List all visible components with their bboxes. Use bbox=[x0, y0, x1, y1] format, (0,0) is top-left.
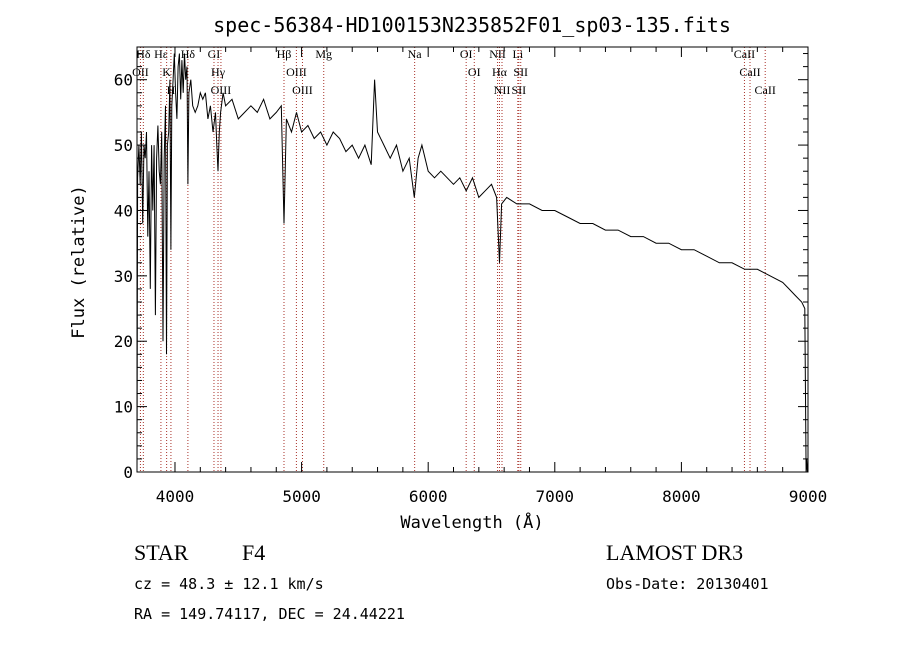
marker-label: H bbox=[167, 83, 176, 97]
coordinates: RA = 149.74117, DEC = 24.44221 bbox=[134, 605, 405, 623]
emission-line-labels: Hδ OII Hε KH Hδ GI Hγ OIII Hβ OIII OIII Mg Na OI OI NII… bbox=[132, 47, 776, 97]
marker-label: Hγ bbox=[211, 65, 226, 79]
x-tick-label: 5000 bbox=[282, 487, 321, 506]
marker-label: OIII bbox=[286, 65, 307, 79]
emission-line-markers bbox=[139, 47, 766, 472]
marker-label: Hε bbox=[154, 47, 168, 61]
marker-label: OII bbox=[132, 65, 149, 79]
y-tick-label: 40 bbox=[114, 201, 133, 220]
marker-label: SII bbox=[513, 65, 528, 79]
marker-label: Mg bbox=[315, 47, 332, 61]
marker-label: OIII bbox=[211, 83, 232, 97]
x-tick-label: 8000 bbox=[662, 487, 701, 506]
observation-date: Obs-Date: 20130401 bbox=[606, 575, 769, 593]
chart-title: spec-56384-HD100153N235852F01_sp03-135.f… bbox=[213, 13, 731, 37]
marker-label: NII bbox=[489, 47, 506, 61]
marker-label: NII bbox=[494, 83, 511, 97]
marker-label: Hβ bbox=[277, 47, 292, 61]
x-tick-label: 7000 bbox=[536, 487, 575, 506]
x-axis: 4000 5000 6000 7000 8000 9000 bbox=[156, 47, 828, 506]
y-axis-label: Flux (relative) bbox=[69, 185, 89, 339]
survey-name: LAMOST DR3 bbox=[606, 540, 744, 565]
y-tick-label: 0 bbox=[123, 463, 133, 482]
spectrum-line bbox=[136, 53, 808, 473]
marker-label: Hδ bbox=[181, 47, 196, 61]
y-axis: 0 10 20 30 40 50 60 bbox=[114, 53, 808, 482]
object-class: STAR bbox=[134, 540, 189, 565]
marker-label: OIII bbox=[292, 83, 313, 97]
object-subclass: F4 bbox=[242, 540, 266, 565]
plot-frame bbox=[136, 46, 809, 473]
marker-label: SII bbox=[512, 83, 527, 97]
marker-label: Hδ bbox=[136, 47, 151, 61]
marker-label: Na bbox=[408, 47, 423, 61]
y-tick-label: 10 bbox=[114, 398, 133, 417]
redshift-value: cz = 48.3 ± 12.1 km/s bbox=[134, 575, 324, 593]
marker-label: K bbox=[162, 65, 171, 79]
y-tick-label: 20 bbox=[114, 332, 133, 351]
x-axis-label: Wavelength (Å) bbox=[400, 511, 543, 533]
marker-label: OI bbox=[460, 47, 473, 61]
y-tick-label: 50 bbox=[114, 136, 133, 155]
marker-label: GI bbox=[208, 47, 221, 61]
marker-label: CaII bbox=[755, 83, 776, 97]
x-tick-label: 4000 bbox=[156, 487, 195, 506]
x-tick-label: 6000 bbox=[409, 487, 448, 506]
y-tick-label: 60 bbox=[114, 71, 133, 90]
y-tick-label: 30 bbox=[114, 267, 133, 286]
marker-label: Hα bbox=[492, 65, 508, 79]
marker-label: CaII bbox=[734, 47, 755, 61]
marker-label: OI bbox=[468, 65, 481, 79]
marker-label: CaII bbox=[739, 65, 760, 79]
marker-label: Li bbox=[512, 47, 523, 61]
x-tick-label: 9000 bbox=[789, 487, 828, 506]
